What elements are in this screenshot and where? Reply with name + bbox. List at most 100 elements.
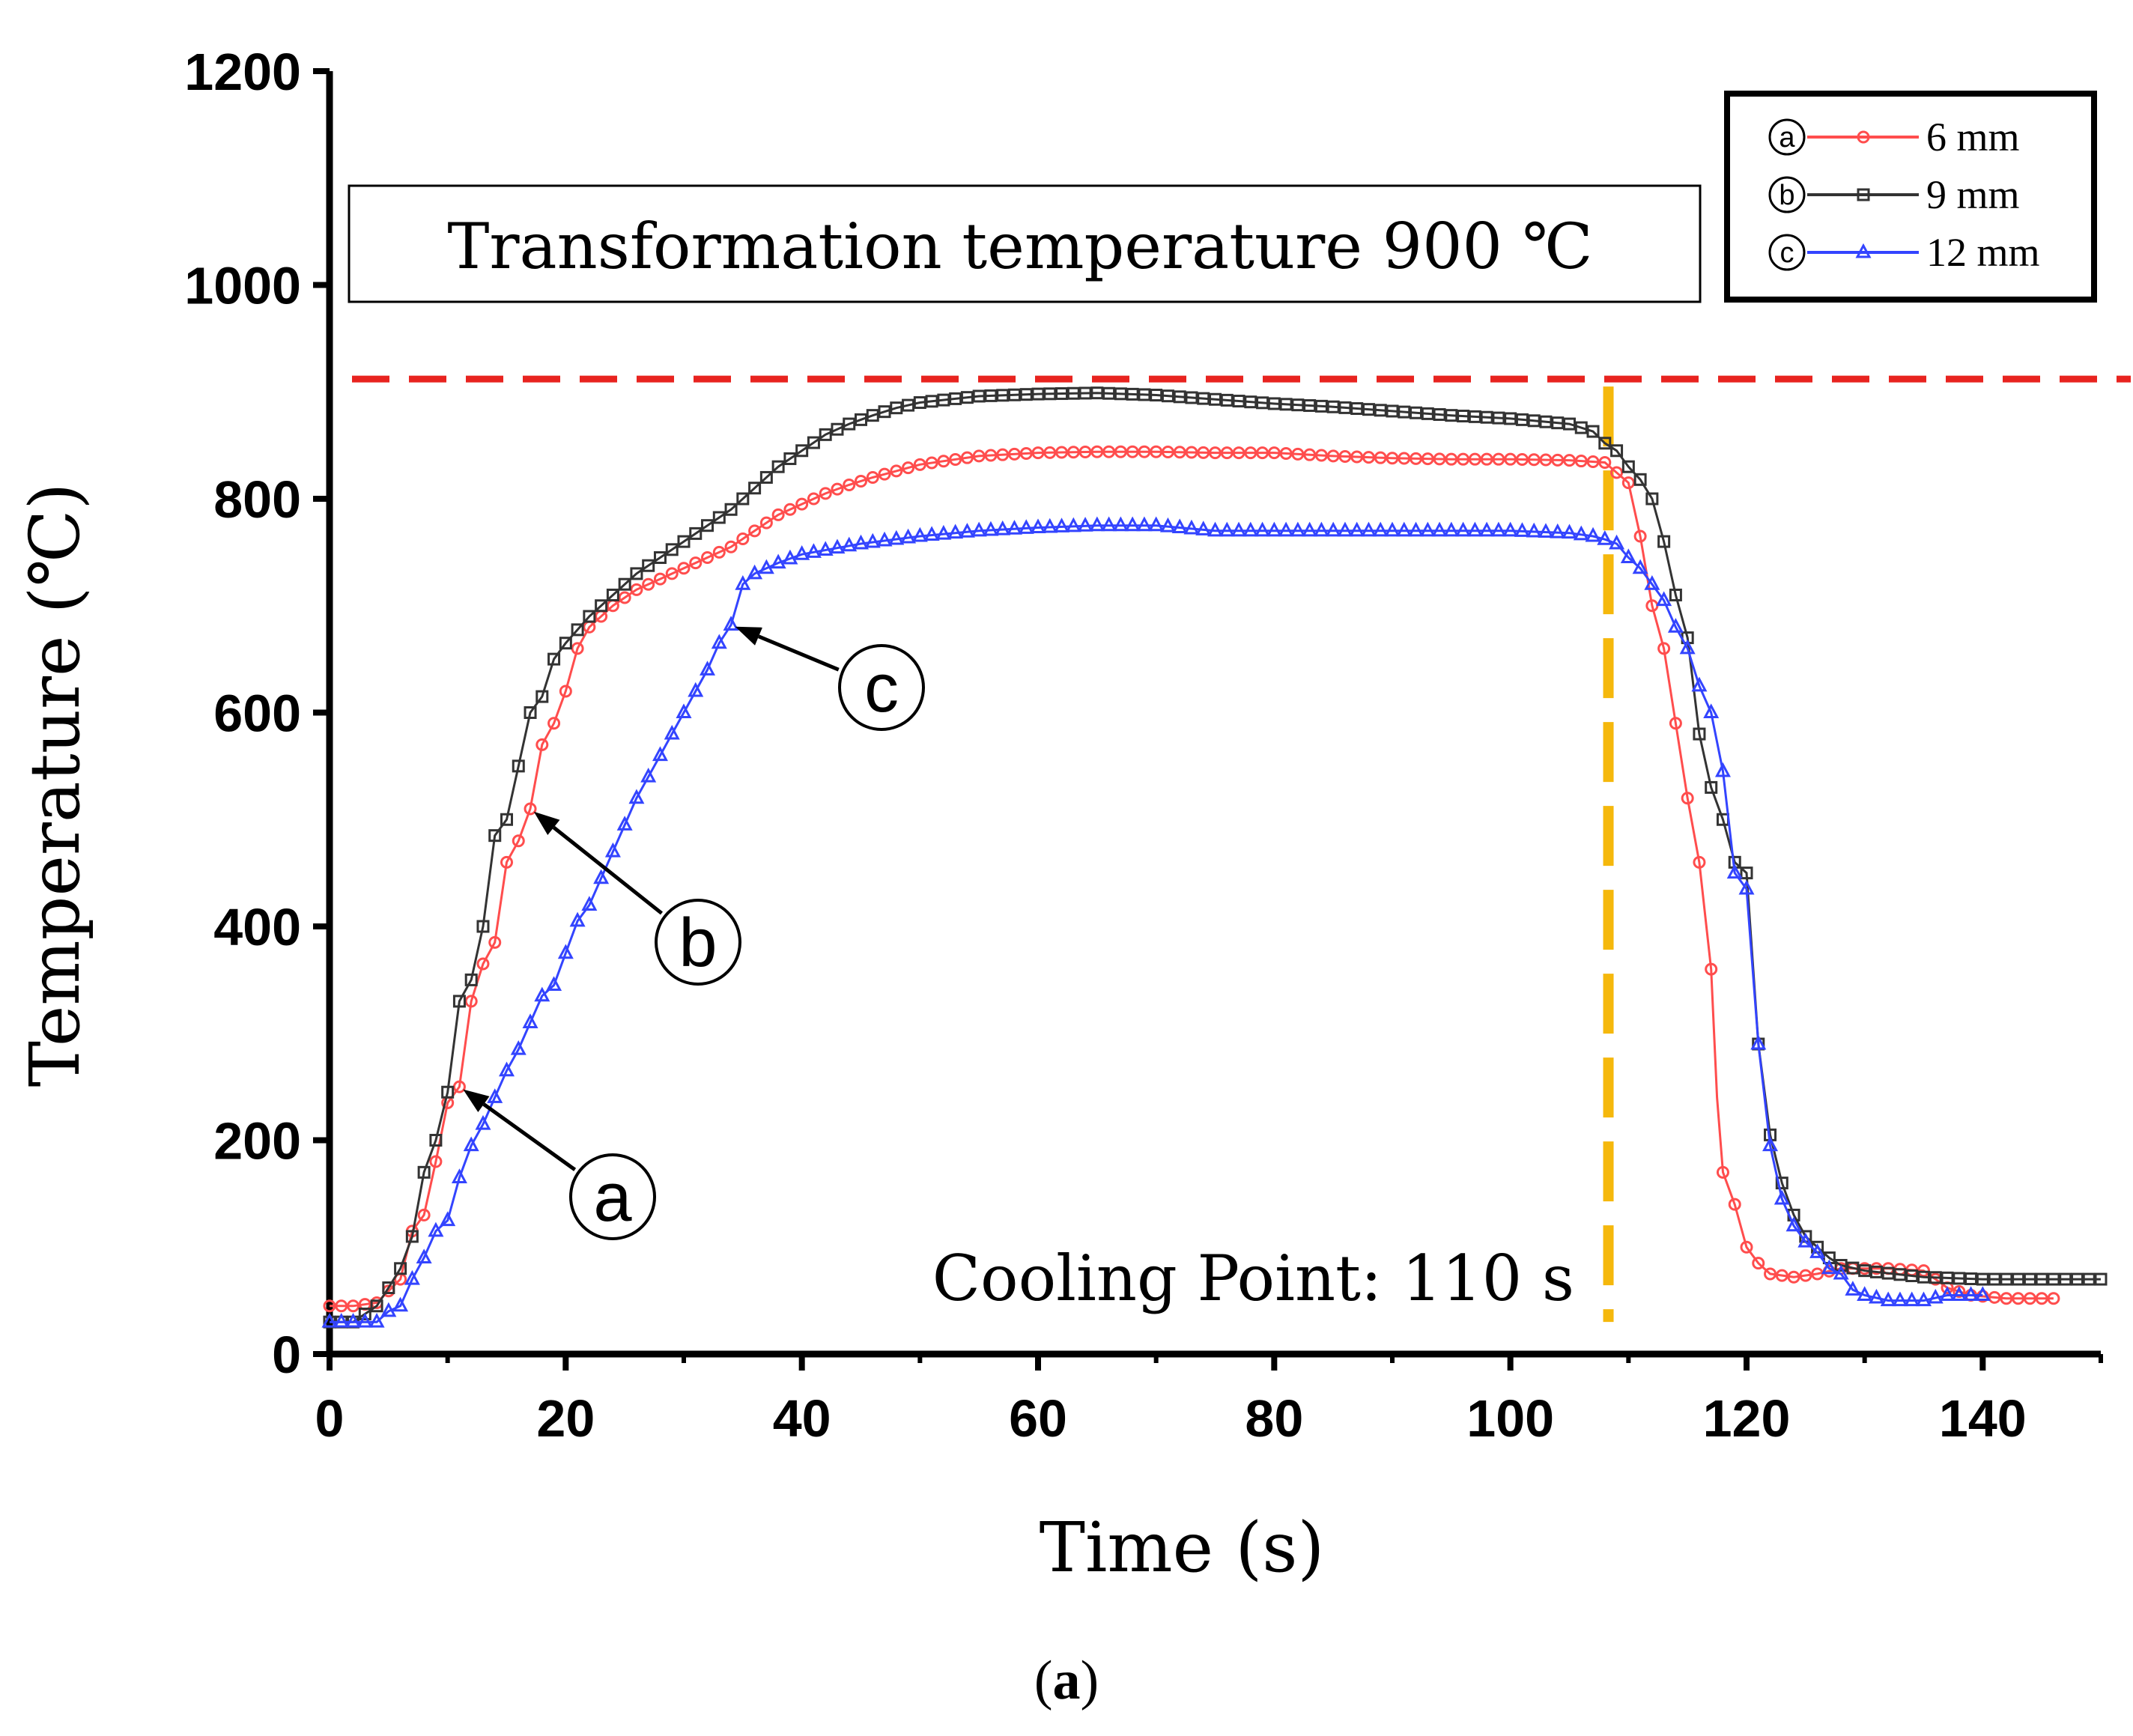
data-point <box>855 413 867 426</box>
data-point <box>1350 450 1364 464</box>
data-point <box>630 567 643 580</box>
data-point <box>1691 676 1708 692</box>
data-point <box>557 944 574 959</box>
data-point <box>1941 1271 1954 1284</box>
data-point <box>382 1281 395 1294</box>
data-point <box>747 564 763 580</box>
data-point <box>1716 1165 1729 1179</box>
data-point <box>1868 1288 1884 1304</box>
x-axis-title: Time (s) <box>1040 1508 1325 1588</box>
legend-box <box>1724 91 2097 303</box>
data-point <box>972 389 986 403</box>
data-point <box>1714 762 1731 777</box>
data-point <box>677 535 691 548</box>
data-point <box>1410 452 1423 465</box>
data-point <box>972 449 986 463</box>
data-point <box>807 492 820 506</box>
data-point <box>1845 1281 1861 1296</box>
callout-label: c <box>864 650 899 726</box>
data-point <box>902 461 915 475</box>
data-point <box>1904 1291 1920 1307</box>
data-point <box>1445 409 1458 422</box>
data-point <box>595 599 608 613</box>
data-point <box>1657 642 1671 655</box>
data-point <box>1633 473 1647 486</box>
data-point <box>831 482 844 496</box>
data-point <box>1102 386 1116 400</box>
data-point <box>1597 530 1613 545</box>
data-point <box>888 529 905 545</box>
data-point <box>1396 521 1413 537</box>
callout-arrow-head <box>735 626 762 646</box>
legend-circle-letter: c <box>1780 237 1794 269</box>
data-point <box>1645 492 1659 506</box>
data-point <box>983 521 999 536</box>
legend-circle-letter: a <box>1779 122 1795 154</box>
data-point <box>1598 437 1612 450</box>
data-point <box>1988 1290 2001 1304</box>
data-point <box>1797 1232 1814 1248</box>
data-point <box>1657 535 1671 548</box>
data-point <box>1764 1267 1777 1281</box>
data-point <box>1266 521 1282 537</box>
data-point <box>1538 523 1554 538</box>
data-point <box>1787 1270 1800 1284</box>
data-point <box>464 973 478 986</box>
data-point <box>2012 1292 2025 1305</box>
data-point <box>1656 591 1672 607</box>
data-point <box>794 545 810 560</box>
data-point <box>911 526 928 542</box>
data-point <box>935 524 952 540</box>
data-point <box>1857 1286 1873 1301</box>
data-point <box>817 541 834 556</box>
data-point <box>1775 1269 1788 1282</box>
data-point <box>1421 407 1434 420</box>
data-point <box>735 575 751 590</box>
data-point <box>547 652 561 666</box>
data-point <box>1515 413 1529 426</box>
data-point <box>1574 455 1588 468</box>
data-point <box>1290 521 1306 537</box>
data-point <box>1386 452 1399 465</box>
data-point <box>1398 405 1411 419</box>
data-point <box>452 1080 466 1093</box>
data-point <box>1667 618 1684 633</box>
data-point <box>1515 452 1529 466</box>
callout-circle <box>569 1153 656 1240</box>
data-point <box>711 634 727 649</box>
data-point <box>416 1248 432 1264</box>
data-point <box>1065 517 1081 532</box>
data-point <box>1303 399 1317 413</box>
data-point <box>1197 446 1210 459</box>
data-point <box>1740 1240 1753 1254</box>
data-point <box>1621 476 1635 490</box>
data-point <box>1632 559 1648 574</box>
data-point <box>923 526 940 541</box>
data-point <box>996 389 1010 402</box>
legend-item: c 12 mm <box>1768 230 2040 275</box>
data-point <box>1551 453 1565 467</box>
data-point <box>1279 446 1293 460</box>
data-point <box>676 703 692 718</box>
data-point <box>771 508 785 521</box>
data-point <box>441 1085 455 1099</box>
data-point <box>665 543 679 556</box>
callout-arrow-head <box>533 811 560 836</box>
data-point <box>1433 408 1446 422</box>
data-point <box>1150 445 1163 458</box>
data-point <box>1738 879 1755 895</box>
data-point <box>1090 386 1104 400</box>
data-point <box>1326 449 1340 463</box>
data-point <box>464 995 478 1008</box>
caption-open: ( <box>1034 1650 1053 1711</box>
data-point <box>1809 1243 1826 1258</box>
data-point <box>960 391 974 404</box>
data-point <box>1775 1177 1788 1190</box>
legend-label: 6 mm <box>1926 115 2020 160</box>
data-point <box>890 464 903 478</box>
data-point <box>1350 402 1364 416</box>
data-point <box>866 409 879 422</box>
data-point <box>653 572 667 586</box>
data-point <box>524 706 537 719</box>
data-point <box>1138 388 1151 401</box>
